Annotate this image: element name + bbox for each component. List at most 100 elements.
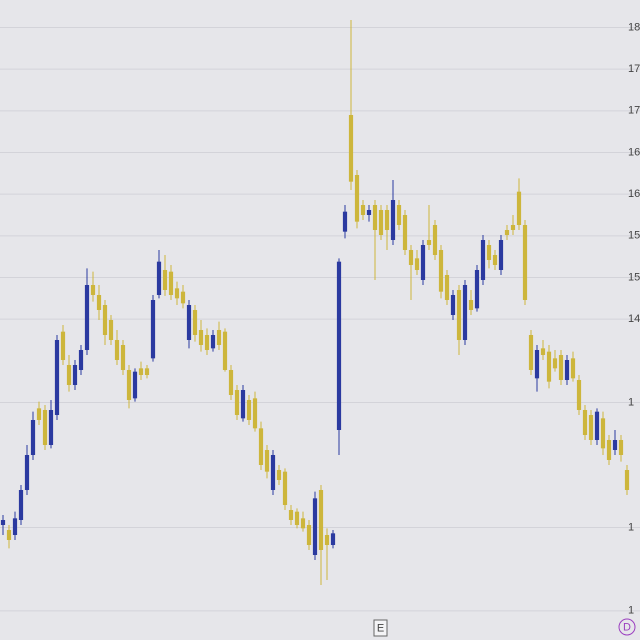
- candle-body: [282, 471, 288, 505]
- labels: E D 18 17 17 16 16 15 15 14 1 1 1: [373, 21, 640, 637]
- candle-body: [210, 335, 216, 349]
- candle-body: [90, 285, 96, 295]
- candle-body: [108, 320, 114, 340]
- candle-body: [216, 330, 222, 345]
- candle-body: [66, 365, 72, 385]
- candle-body: [408, 250, 414, 265]
- candle-body: [162, 270, 168, 290]
- candle-body: [252, 398, 258, 429]
- candle-body: [270, 455, 276, 490]
- candle-body: [276, 470, 282, 480]
- candle-body: [96, 295, 102, 310]
- candle-body: [426, 240, 432, 245]
- candle-body: [288, 510, 294, 520]
- candle-body: [192, 310, 198, 335]
- candle-body: [306, 525, 312, 545]
- candle-body: [528, 335, 534, 370]
- candle-body: [438, 250, 444, 292]
- candle-body: [510, 225, 516, 230]
- candle-body: [144, 368, 150, 375]
- candle-body: [294, 511, 300, 525]
- candle-body: [522, 225, 528, 300]
- candle-body: [432, 225, 438, 255]
- candle-body: [564, 360, 570, 380]
- candle-body: [444, 275, 450, 300]
- candle-body: [78, 350, 84, 370]
- candle-body: [246, 400, 252, 420]
- candle-body: [114, 340, 120, 360]
- candle-body: [42, 410, 48, 445]
- candle-body: [474, 270, 480, 309]
- candle-body: [0, 520, 6, 525]
- candle-body: [312, 498, 318, 555]
- candle-body: [24, 455, 30, 490]
- candle-body: [174, 288, 180, 299]
- candle-body: [600, 418, 606, 449]
- candle-body: [402, 215, 408, 250]
- candle-body: [138, 368, 144, 375]
- marker-circle: [618, 618, 636, 636]
- dividend-marker[interactable]: D: [623, 621, 631, 633]
- candle-body: [372, 205, 378, 230]
- y-tick-label: 15: [628, 271, 640, 283]
- candle-body: [150, 300, 156, 359]
- candle-body: [576, 380, 582, 410]
- y-tick-label: 15: [628, 230, 640, 242]
- candle-body: [456, 290, 462, 340]
- y-tick-label: 16: [628, 188, 640, 200]
- candle-body: [414, 258, 420, 270]
- candle-body: [612, 440, 618, 450]
- candle-body: [516, 191, 522, 225]
- candle-body: [234, 390, 240, 415]
- event-marker[interactable]: E: [377, 622, 384, 634]
- candle-body: [366, 210, 372, 215]
- candle-body: [198, 330, 204, 345]
- candle-body: [132, 371, 138, 399]
- candle-body: [492, 255, 498, 265]
- candle-body: [72, 365, 78, 385]
- candle-body: [264, 450, 270, 472]
- candle-body: [36, 408, 42, 420]
- candle-body: [624, 470, 630, 490]
- candle-body: [498, 240, 504, 270]
- candle-body: [168, 271, 174, 295]
- candle-body: [156, 261, 162, 295]
- candle-body: [504, 230, 510, 235]
- candle-body: [318, 490, 324, 550]
- candle-body: [450, 295, 456, 315]
- candle-body: [546, 351, 552, 382]
- candle-body: [60, 331, 66, 360]
- candle-body: [594, 411, 600, 440]
- candle-body: [462, 285, 468, 340]
- candle-body: [384, 210, 390, 230]
- candle-body: [570, 358, 576, 379]
- candle-body: [540, 348, 546, 355]
- candle-body: [552, 358, 558, 369]
- candle-body: [12, 518, 18, 535]
- candle-body: [480, 240, 486, 280]
- candle-body: [558, 355, 564, 380]
- candle-body: [240, 390, 246, 419]
- candle-body: [120, 345, 126, 370]
- candle-body: [420, 245, 426, 280]
- candle-body: [618, 440, 624, 455]
- marker-box: [373, 619, 388, 637]
- candle-body: [396, 205, 402, 225]
- y-tick-label: 17: [628, 105, 640, 117]
- y-tick-label: 1: [628, 396, 634, 408]
- candle-body: [126, 370, 132, 400]
- candle-body: [6, 530, 12, 540]
- candle-body: [204, 335, 210, 350]
- candle-body: [30, 420, 36, 455]
- y-tick-label: 1: [628, 521, 634, 533]
- candle-body: [534, 350, 540, 379]
- y-tick-label: 14: [628, 313, 640, 325]
- candle-body: [378, 210, 384, 235]
- candle-body: [18, 490, 24, 520]
- candle-body: [54, 340, 60, 415]
- candle-body: [342, 211, 348, 232]
- y-tick-label: 16: [628, 146, 640, 158]
- y-tick-label: 1: [628, 605, 634, 617]
